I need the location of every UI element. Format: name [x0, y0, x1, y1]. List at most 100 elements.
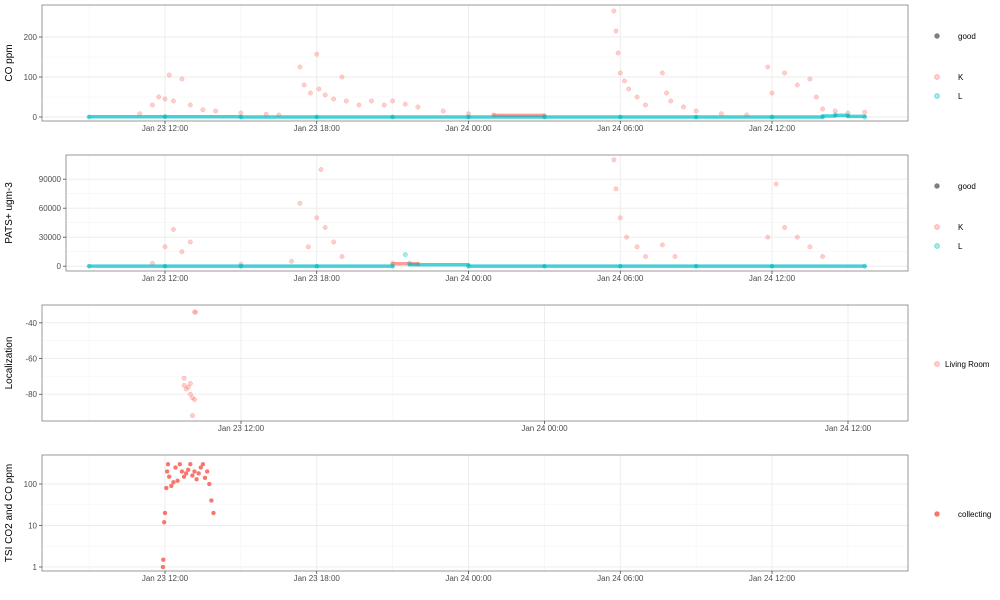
data-point — [773, 181, 779, 187]
panel-background — [42, 305, 908, 421]
y-tick-label: 100 — [24, 480, 38, 489]
data-point — [626, 86, 632, 92]
data-point — [820, 254, 825, 259]
data-point — [170, 98, 176, 104]
y-tick-label: 10 — [28, 521, 37, 530]
data-point — [316, 86, 322, 92]
legend-key-l — [934, 243, 940, 249]
data-point — [415, 104, 421, 110]
y-tick-label: 0 — [57, 262, 62, 271]
data-point — [166, 72, 172, 78]
panel-border — [41, 4, 909, 122]
x-tick-label: Jan 24 00:00 — [445, 124, 492, 133]
data-point — [622, 78, 627, 84]
data-point — [769, 90, 775, 96]
data-point — [634, 244, 640, 250]
data-point — [322, 225, 328, 230]
legend-label-k: K — [958, 223, 964, 232]
data-point — [190, 473, 195, 478]
data-point — [356, 102, 362, 108]
data-point — [782, 70, 787, 76]
data-point — [381, 102, 387, 108]
data-point — [343, 98, 349, 104]
legend-label-living-room: Living Room — [945, 360, 990, 369]
y-tick-label: 1 — [33, 563, 38, 572]
x-tick-label: Jan 24 12:00 — [749, 574, 796, 583]
data-point — [643, 102, 648, 108]
data-point — [185, 384, 191, 390]
panel-background — [42, 455, 908, 571]
data-point — [149, 102, 155, 108]
legend-label-collecting: collecting — [958, 510, 991, 519]
y-tick-label: -40 — [25, 319, 37, 328]
data-point — [668, 98, 674, 104]
data-point — [183, 471, 189, 476]
data-point — [200, 462, 206, 467]
y-axis-title: Localization — [4, 337, 15, 390]
data-point — [198, 465, 204, 470]
data-point — [314, 51, 320, 57]
legend-key-living-room — [934, 361, 940, 367]
y-tick-label: 200 — [24, 33, 38, 42]
data-point — [820, 106, 825, 112]
data-point — [161, 520, 167, 525]
data-point — [765, 64, 771, 70]
legend-label-l: L — [958, 242, 963, 251]
data-point — [177, 462, 183, 467]
data-point — [169, 483, 174, 489]
legend-key-collecting — [934, 511, 940, 517]
data-point — [611, 157, 617, 163]
data-point — [164, 485, 169, 491]
data-point — [390, 98, 395, 104]
x-tick-label: Jan 23 18:00 — [294, 574, 341, 583]
x-tick-label: Jan 23 18:00 — [294, 124, 341, 133]
data-point — [807, 244, 813, 250]
data-point — [160, 564, 166, 570]
x-tick-label: Jan 23 12:00 — [218, 424, 265, 433]
data-point — [209, 498, 214, 503]
data-point — [192, 397, 198, 402]
data-point — [765, 234, 771, 240]
legend-key-good — [934, 183, 940, 189]
y-axis-title: TSI CO2 and CO ppm — [4, 464, 15, 562]
data-point — [181, 375, 187, 381]
legend-key-good — [934, 33, 940, 39]
x-tick-label: Jan 24 06:00 — [597, 574, 644, 583]
data-point — [297, 200, 303, 206]
x-tick-label: Jan 24 06:00 — [597, 124, 644, 133]
data-point — [297, 64, 303, 70]
data-point — [634, 94, 640, 100]
data-point — [331, 96, 336, 102]
data-point — [173, 465, 178, 470]
y-tick-label: 0 — [33, 113, 38, 122]
data-point — [194, 477, 199, 482]
x-tick-label: Jan 24 12:00 — [749, 124, 796, 133]
chart-panel-3: -40 -60 -80 Jan 23 12:00 Jan 24 00:00 Jan 24 … — [4, 304, 990, 433]
data-point — [171, 480, 176, 485]
y-tick-label: 30000 — [39, 233, 62, 242]
data-point — [161, 557, 166, 562]
data-point — [322, 92, 328, 98]
y-tick-label: -80 — [25, 390, 37, 399]
x-tick-label: Jan 23 12:00 — [142, 124, 189, 133]
data-point — [187, 239, 193, 245]
data-point — [188, 462, 193, 467]
legend-key-k — [934, 224, 940, 230]
legend-key-l — [934, 93, 940, 99]
data-point — [301, 82, 307, 88]
data-point — [314, 215, 320, 221]
series-collecting — [160, 462, 216, 570]
data-point — [794, 234, 800, 240]
data-point — [211, 510, 216, 516]
panel-background — [42, 5, 908, 121]
x-tick-label: Jan 24 06:00 — [597, 274, 644, 283]
legend-label-good: good — [958, 32, 976, 41]
series-l — [86, 252, 868, 269]
data-point — [660, 242, 665, 248]
data-point — [617, 215, 623, 221]
panel-border — [41, 454, 909, 572]
x-tick-label: Jan 24 00:00 — [445, 574, 492, 583]
data-point — [200, 107, 206, 113]
chart-panel-4: 1 10 100 Jan 23 12:00 Jan 23 18:00 Jan 24 00:… — [4, 454, 991, 583]
data-point — [213, 108, 219, 114]
